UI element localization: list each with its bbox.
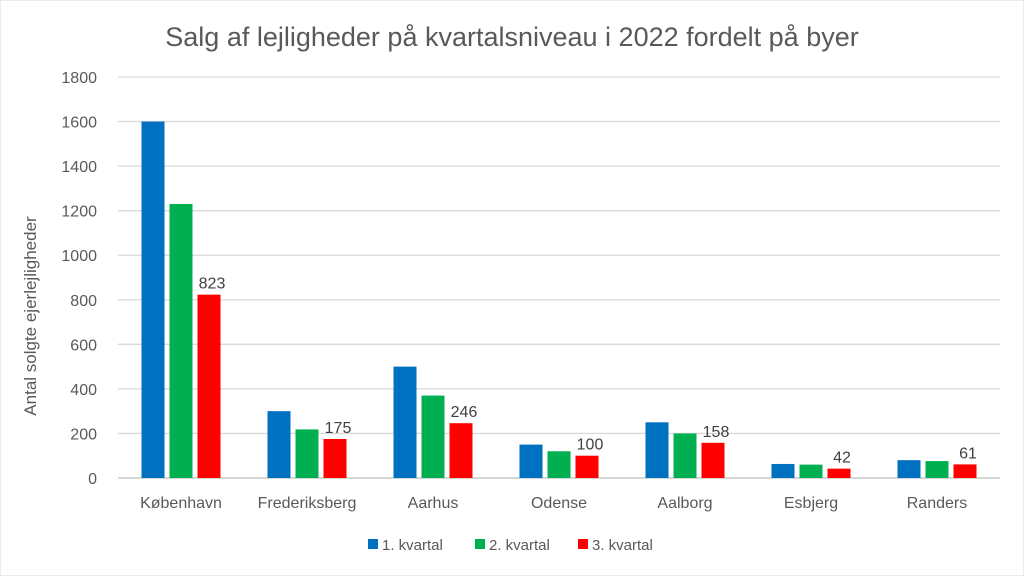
- bar: [295, 429, 319, 478]
- bar: [169, 203, 193, 478]
- bar: [197, 294, 221, 478]
- bar: [323, 439, 347, 478]
- y-tick-label: 1800: [61, 70, 97, 87]
- y-tick-label: 400: [70, 382, 97, 399]
- y-tick-label: 800: [70, 293, 97, 310]
- chart-title: Salg af lejligheder på kvartalsniveau i …: [165, 22, 858, 52]
- data-label: 42: [833, 450, 851, 467]
- x-tick-label: København: [140, 495, 222, 512]
- x-tick-label: Aalborg: [657, 495, 712, 512]
- bar: [897, 460, 921, 478]
- bar: [645, 422, 669, 478]
- y-tick-label: 1200: [61, 204, 97, 221]
- legend-swatch: [368, 539, 378, 549]
- legend-swatch: [578, 539, 588, 549]
- bar: [449, 423, 473, 478]
- bar: [799, 464, 823, 478]
- bar: [519, 444, 543, 478]
- bar: [547, 451, 571, 478]
- y-tick-label: 600: [70, 337, 97, 354]
- legend-swatch: [475, 539, 485, 549]
- y-tick-label: 0: [88, 471, 97, 488]
- legend-label: 2. kvartal: [489, 537, 550, 554]
- y-tick-label: 1400: [61, 159, 97, 176]
- legend-label: 1. kvartal: [382, 537, 443, 554]
- legend-label: 3. kvartal: [592, 537, 653, 554]
- data-label: 823: [199, 276, 226, 293]
- data-label: 246: [451, 404, 478, 421]
- bar: [267, 411, 291, 478]
- bar: [701, 442, 725, 478]
- y-tick-label: 1600: [61, 115, 97, 132]
- y-tick-label: 1000: [61, 248, 97, 265]
- bar: [575, 455, 599, 478]
- bar: [141, 121, 165, 479]
- bar: [827, 468, 851, 478]
- y-tick-label: 200: [70, 426, 97, 443]
- bar: [421, 395, 445, 478]
- x-tick-label: Aarhus: [408, 495, 459, 512]
- y-axis-label: Antal solgte ejerlejligheder: [21, 216, 40, 416]
- data-label: 61: [959, 445, 977, 462]
- data-label: 158: [703, 424, 730, 441]
- bar: [925, 461, 949, 478]
- x-tick-label: Odense: [531, 495, 587, 512]
- x-tick-label: Esbjerg: [784, 495, 838, 512]
- bar: [771, 463, 795, 478]
- x-tick-label: Randers: [907, 495, 967, 512]
- data-label: 175: [325, 420, 352, 437]
- data-label: 100: [577, 437, 604, 454]
- bar: [393, 366, 417, 478]
- bar: [673, 433, 697, 478]
- bar: [953, 464, 977, 478]
- x-tick-label: Frederiksberg: [258, 495, 357, 512]
